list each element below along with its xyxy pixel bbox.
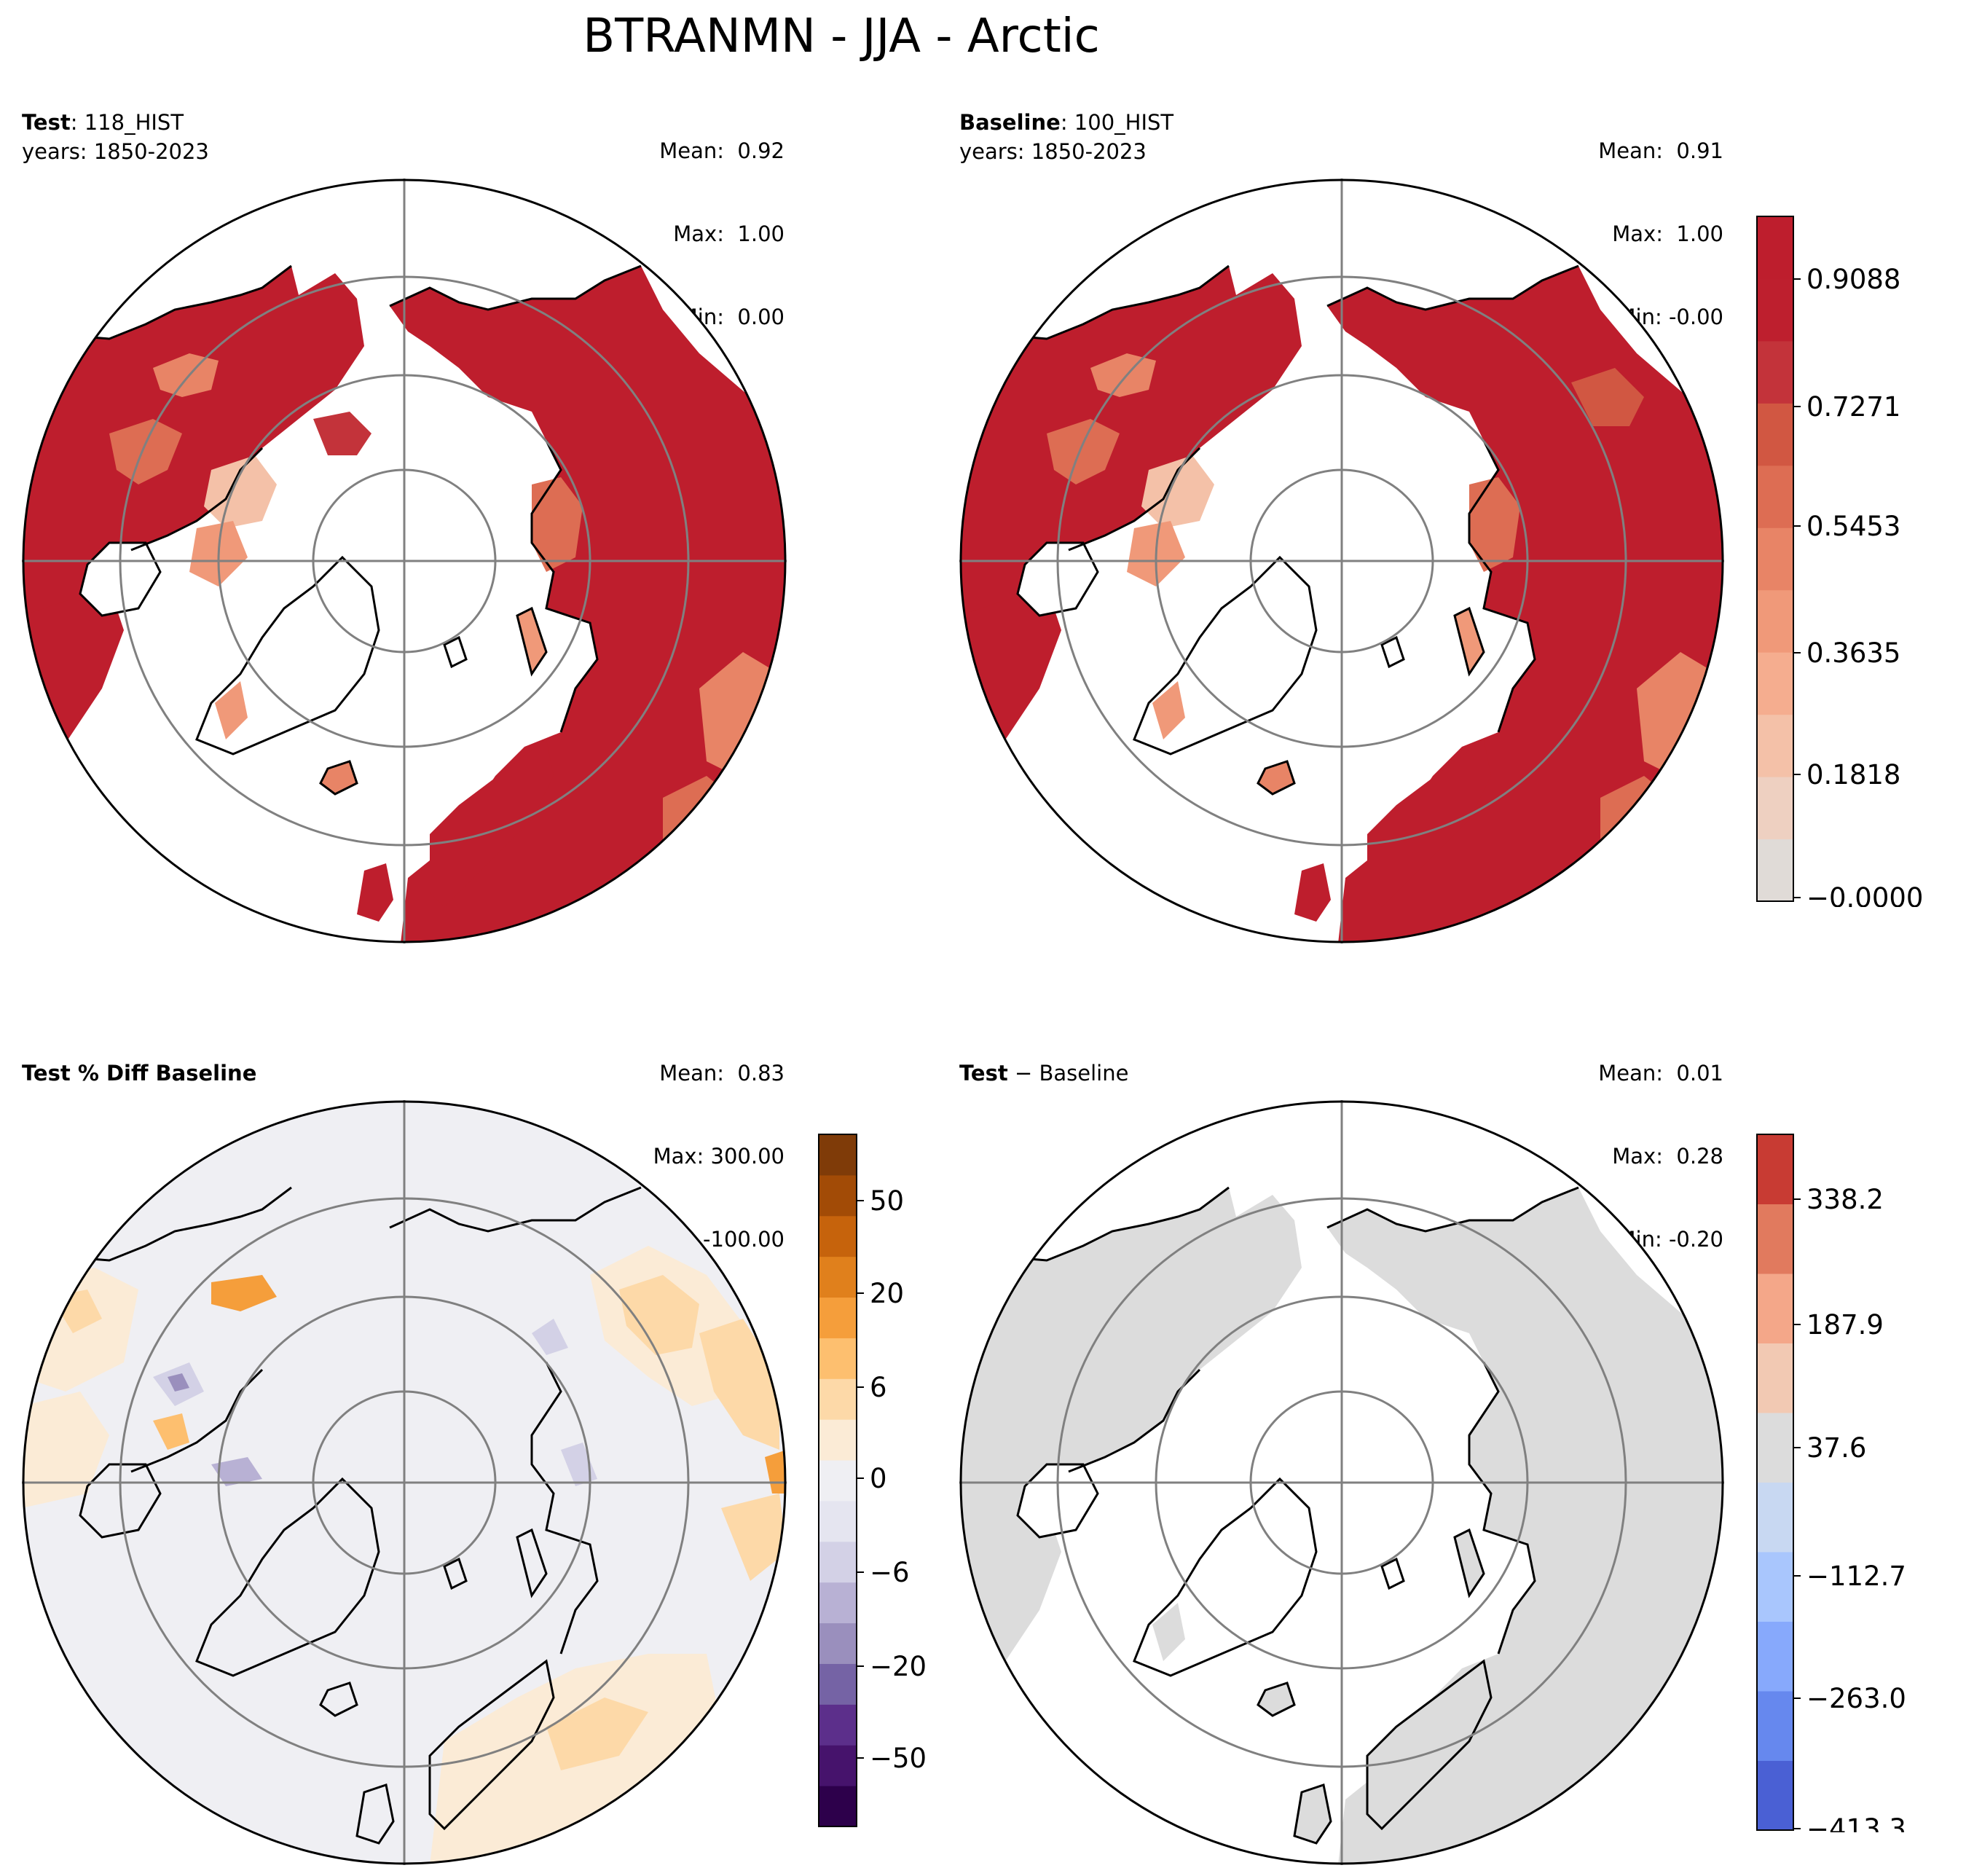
baseline-map-boundary — [959, 178, 1724, 943]
main-colorbar: 0.9088 0.7271 0.5453 0.3635 0.1818 −0.0000 — [1756, 216, 1923, 907]
pctdiff-colorbar-swatch — [819, 1541, 857, 1583]
test-max: Max: 1.00 — [673, 221, 785, 246]
diff-colorbar-swatch — [1757, 1343, 1793, 1413]
test-label-bold: Test — [22, 110, 71, 135]
pctdiff-colorbar-swatch — [819, 1297, 857, 1338]
pctdiff-colorbar-tick-label: −50 — [870, 1743, 927, 1774]
pctdiff-colorbar-swatch — [819, 1582, 857, 1624]
test-map — [22, 178, 787, 943]
baseline-label: Baseline: 100_HIST — [959, 108, 1173, 137]
diff-colorbar: 338.2 187.9 37.6 −112.7 −263.0 −413.3 — [1756, 1134, 1906, 1832]
diff-colorbar-tick-label: −413.3 — [1806, 1813, 1906, 1832]
baseline-years: years: 1850-2023 — [959, 139, 1147, 164]
diff-colorbar-swatch — [1757, 1621, 1793, 1692]
diff-colorbar-swatch — [1757, 1273, 1793, 1343]
diff-label: Test − Baseline — [959, 1059, 1128, 1088]
pctdiff-colorbar-swatch — [819, 1622, 857, 1664]
pctdiff-colorbar-tick-label: 0 — [870, 1463, 887, 1494]
diff-colorbar-tick-label: 37.6 — [1806, 1432, 1866, 1464]
pctdiff-colorbar-swatch — [819, 1704, 857, 1746]
diff-map — [959, 1100, 1724, 1865]
main-colorbar-swatch — [1757, 777, 1793, 840]
diff-colorbar-swatch — [1757, 1204, 1793, 1274]
diff-graticule — [959, 1100, 1724, 1865]
pctdiff-colorbar-swatch — [819, 1256, 857, 1298]
diff-colorbar-swatch — [1757, 1760, 1793, 1831]
diff-max: Max: 0.28 — [1612, 1144, 1723, 1169]
pctdiff-colorbar-tick-label: −6 — [870, 1557, 910, 1588]
main-colorbar-tick-label: 0.5453 — [1806, 511, 1900, 542]
main-colorbar-tick-label: 0.9088 — [1806, 264, 1900, 295]
main-colorbar-tick-label: 0.3635 — [1806, 637, 1900, 669]
test-label-case: : 118_HIST — [70, 110, 184, 135]
pctdiff-colorbar-swatch — [819, 1134, 857, 1176]
main-colorbar-swatch — [1757, 714, 1793, 777]
pctdiff-colorbar-frame — [818, 1134, 857, 1827]
main-colorbar-tick-label: 0.1818 — [1806, 759, 1900, 790]
pctdiff-label-bold: Test % Diff Baseline — [22, 1061, 257, 1086]
pctdiff-map-boundary — [22, 1100, 787, 1865]
diff-stats: Mean: 0.01 Max: 0.28 Min: -0.20 — [1505, 1004, 1723, 1281]
test-years: years: 1850-2023 — [22, 139, 209, 164]
test-mean: Mean: 0.92 — [659, 138, 785, 163]
diff-mean: Mean: 0.01 — [1598, 1061, 1723, 1086]
main-colorbar-swatch — [1757, 403, 1793, 466]
pctdiff-colorbar-swatch — [819, 1460, 857, 1502]
diff-colorbar-frame — [1756, 1134, 1794, 1831]
main-colorbar-swatch — [1757, 839, 1793, 902]
pctdiff-label: Test % Diff Baseline — [22, 1059, 256, 1088]
baseline-label-bold: Baseline — [959, 110, 1061, 135]
baseline-graticule — [959, 178, 1724, 943]
main-colorbar-swatch — [1757, 278, 1793, 342]
diff-label-bold: Test — [959, 1061, 1008, 1086]
pctdiff-colorbar-tick-label: −20 — [870, 1651, 927, 1682]
main-colorbar-swatch — [1757, 652, 1793, 715]
baseline-max: Max: 1.00 — [1612, 221, 1723, 246]
pctdiff-colorbar-tick-label: 20 — [870, 1278, 904, 1309]
pctdiff-colorbar-swatch — [819, 1500, 857, 1542]
diff-colorbar-swatch — [1757, 1413, 1793, 1483]
diff-label-rest: − Baseline — [1007, 1061, 1129, 1086]
pctdiff-colorbar-swatch — [819, 1174, 857, 1217]
main-colorbar-swatch — [1757, 465, 1793, 528]
diff-colorbar-tick-label: −263.0 — [1806, 1683, 1906, 1714]
pctdiff-colorbar-tick-label: 6 — [870, 1372, 887, 1403]
pctdiff-colorbar-swatch — [819, 1419, 857, 1461]
pctdiff-colorbar: 50 20 6 0 −6 −20 −50 — [818, 1134, 927, 1827]
baseline-map — [959, 178, 1724, 943]
baseline-label-case: : 100_HIST — [1060, 110, 1174, 135]
diff-map-boundary — [959, 1100, 1724, 1865]
baseline-mean: Mean: 0.91 — [1598, 138, 1723, 163]
diff-colorbar-swatch — [1757, 1134, 1793, 1204]
diff-colorbar-swatch — [1757, 1482, 1793, 1553]
main-colorbar-frame — [1756, 216, 1794, 902]
main-colorbar-swatch — [1757, 216, 1793, 279]
diff-colorbar-tick-label: 187.9 — [1806, 1309, 1884, 1341]
pctdiff-mean: Mean: 0.83 — [659, 1061, 785, 1086]
pctdiff-graticule — [22, 1100, 787, 1865]
pctdiff-map — [22, 1100, 787, 1865]
diff-colorbar-tick-label: 338.2 — [1806, 1184, 1884, 1215]
main-colorbar-swatch — [1757, 340, 1793, 404]
diff-colorbar-swatch — [1757, 1552, 1793, 1622]
pctdiff-colorbar-swatch — [819, 1745, 857, 1786]
pctdiff-colorbar-swatch — [819, 1786, 857, 1827]
main-colorbar-swatch — [1757, 589, 1793, 653]
pctdiff-colorbar-swatch — [819, 1215, 857, 1257]
test-graticule — [22, 178, 787, 943]
pctdiff-colorbar-tick-label: 50 — [870, 1185, 904, 1217]
main-colorbar-tick-label: 0.7271 — [1806, 391, 1900, 423]
figure-title: BTRANMN - JJA - Arctic — [583, 9, 1100, 63]
main-colorbar-tick-label: −0.0000 — [1806, 882, 1923, 907]
diff-colorbar-swatch — [1757, 1691, 1793, 1761]
pctdiff-colorbar-swatch — [819, 1378, 857, 1420]
diff-colorbar-tick-label: −112.7 — [1806, 1561, 1906, 1592]
test-label: Test: 118_HIST — [22, 108, 184, 137]
pctdiff-colorbar-swatch — [819, 1663, 857, 1705]
pctdiff-max: Max: 300.00 — [653, 1144, 785, 1169]
main-colorbar-swatch — [1757, 527, 1793, 591]
test-map-boundary — [22, 178, 787, 943]
pctdiff-colorbar-swatch — [819, 1338, 857, 1379]
